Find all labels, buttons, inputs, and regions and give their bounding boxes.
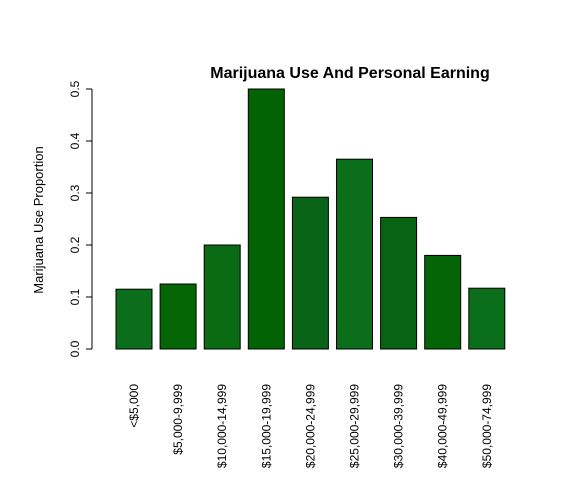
bar bbox=[424, 254, 462, 350]
y-tick-label: 0.1 bbox=[68, 288, 82, 305]
x-category-label: <$5,000 bbox=[127, 384, 141, 428]
y-tick-label: 0.2 bbox=[68, 236, 82, 253]
x-category-label: $15,000-19,999 bbox=[259, 384, 273, 468]
bar bbox=[468, 287, 506, 350]
x-category-label: $10,000-14,999 bbox=[215, 384, 229, 468]
chart-title: Marijuana Use And Personal Earning bbox=[210, 65, 489, 82]
bar bbox=[247, 88, 285, 350]
bar bbox=[159, 283, 197, 350]
x-category-label: $20,000-24,999 bbox=[303, 384, 317, 468]
y-tick-label: 0.4 bbox=[68, 132, 82, 149]
bar bbox=[380, 216, 418, 350]
x-category-label: $40,000-49,999 bbox=[436, 384, 450, 468]
y-tick-label: 0.0 bbox=[68, 340, 82, 357]
x-category-label: $30,000-39,999 bbox=[392, 384, 406, 468]
bar bbox=[115, 288, 153, 350]
x-axis-labels: <$5,000 $5,000-9,999 $10,000-14,999 $15,000… bbox=[127, 384, 494, 468]
y-axis: 0.0 0.1 0.2 0.3 0.4 0.5 bbox=[68, 80, 93, 357]
y-axis-label: Marijuana Use Proportion bbox=[31, 146, 46, 293]
bar bbox=[336, 158, 373, 350]
bars bbox=[115, 88, 506, 350]
x-category-label: $5,000-9,999 bbox=[171, 384, 185, 455]
bar bbox=[203, 244, 241, 350]
y-tick-label: 0.5 bbox=[68, 80, 82, 97]
bar bbox=[291, 196, 329, 350]
x-category-label: $50,000-74,999 bbox=[480, 384, 494, 468]
x-category-label: $25,000-29,999 bbox=[348, 384, 362, 468]
y-tick-label: 0.3 bbox=[68, 184, 82, 201]
